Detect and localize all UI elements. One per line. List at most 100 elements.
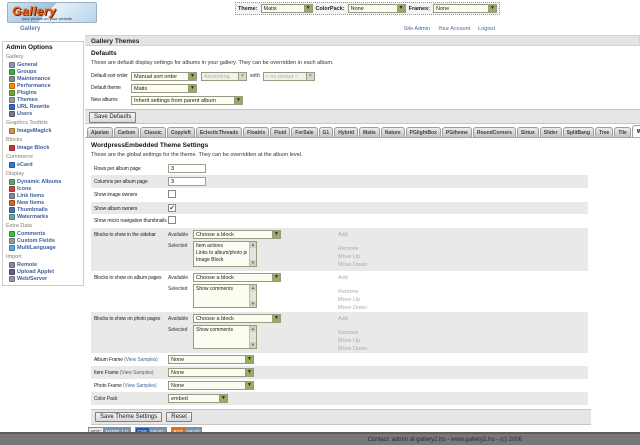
listbox-scrollbar[interactable]: ▲ ▼ bbox=[249, 285, 256, 307]
sidebar-item-watermarks[interactable]: Watermarks bbox=[6, 213, 81, 220]
user-link-site-admin[interactable]: Site Admin bbox=[403, 26, 430, 32]
scroll-up-icon[interactable]: ▲ bbox=[250, 285, 256, 291]
listbox-item[interactable]: Image Block bbox=[196, 257, 224, 263]
sidebar-item-groups[interactable]: Groups bbox=[6, 68, 81, 75]
listbox-scrollbar[interactable]: ▲ ▼ bbox=[249, 326, 256, 348]
sort-direction-select[interactable]: Ascending ▼ bbox=[201, 71, 247, 81]
sidebar-item-imagemagick[interactable]: ImageMagick bbox=[6, 127, 81, 134]
listbox-item[interactable]: Item actions bbox=[196, 243, 223, 249]
sidebar-item-maintenance[interactable]: Maintenance bbox=[6, 75, 81, 82]
scroll-down-icon[interactable]: ▼ bbox=[250, 301, 256, 307]
sidebar-item-general[interactable]: General bbox=[6, 61, 81, 68]
scroll-down-icon[interactable]: ▼ bbox=[250, 342, 256, 348]
move-down-link[interactable]: Move Down bbox=[338, 346, 368, 352]
view-samples-link[interactable]: (View Samples) bbox=[123, 383, 157, 389]
sidebar-item-themes[interactable]: Themes bbox=[6, 96, 81, 103]
sidebar-item-url-rewrite[interactable]: URL Rewrite bbox=[6, 103, 81, 110]
setting-select-album-frame[interactable]: None ▼ bbox=[168, 355, 254, 364]
save-theme-settings-button[interactable]: Save Theme Settings bbox=[95, 412, 163, 422]
setting-checkbox-show-micro-navigation-thumbnails[interactable] bbox=[168, 216, 176, 224]
tab-siriux[interactable]: Siriux bbox=[516, 127, 539, 137]
tab-g1[interactable]: G1 bbox=[318, 127, 334, 137]
sidebar-item-link-items[interactable]: Link Items bbox=[6, 192, 81, 199]
selected-blocks-listbox[interactable]: Show comments ▲ ▼ bbox=[193, 325, 257, 349]
sidebar-item-thumbnails[interactable]: Thumbnails bbox=[6, 206, 81, 213]
move-up-link[interactable]: Move Up bbox=[338, 297, 361, 303]
tab-tree[interactable]: Tree bbox=[595, 127, 614, 137]
scroll-up-icon[interactable]: ▲ bbox=[250, 242, 256, 248]
tab-tile[interactable]: Tile bbox=[614, 127, 631, 137]
choose-block-select[interactable]: Choose a block ▼ bbox=[193, 230, 281, 239]
sidebar-item-dynamic-albums[interactable]: Dynamic Albums bbox=[6, 178, 81, 185]
setting-input-columns-per-album-page[interactable] bbox=[168, 177, 206, 186]
remove-block-link[interactable]: Remove bbox=[338, 246, 359, 252]
sidebar-item-users[interactable]: Users bbox=[6, 110, 81, 117]
tab-carbon[interactable]: Carbon bbox=[113, 127, 140, 137]
user-link-your-account[interactable]: Your Account bbox=[437, 26, 471, 32]
setting-select-photo-frame[interactable]: None ▼ bbox=[168, 381, 254, 390]
sort-order-select[interactable]: Manual sort order ▼ bbox=[131, 71, 197, 81]
tab-hybrid[interactable]: Hybrid bbox=[334, 127, 359, 137]
tab-splitbang[interactable]: SplitBang bbox=[562, 127, 595, 137]
tab-floatrix[interactable]: Floatrix bbox=[243, 127, 270, 137]
remove-block-link[interactable]: Remove bbox=[338, 289, 359, 295]
sidebar-item-image-block[interactable]: Image Block bbox=[6, 144, 81, 151]
default-theme-select[interactable]: Matis ▼ bbox=[131, 83, 197, 93]
sidebar-item-new-items[interactable]: New Items bbox=[6, 199, 81, 206]
choose-block-select[interactable]: Choose a block ▼ bbox=[193, 314, 281, 323]
gallery-logo[interactable]: Gallery your photos on your website bbox=[7, 2, 97, 23]
sort-preset-select[interactable]: « no preset » ▼ bbox=[262, 71, 315, 81]
theme-select[interactable]: Matis ▼ bbox=[260, 4, 313, 13]
listbox-scrollbar[interactable]: ▲ ▼ bbox=[249, 242, 256, 266]
setting-select-color-pack[interactable]: embed ▼ bbox=[168, 394, 228, 403]
listbox-item[interactable]: Show comments bbox=[196, 286, 233, 292]
move-up-link[interactable]: Move Up bbox=[338, 254, 361, 260]
listbox-item[interactable]: Show comments bbox=[196, 327, 233, 333]
breadcrumb[interactable]: Gallery bbox=[20, 26, 41, 32]
selected-blocks-listbox[interactable]: Show comments ▲ ▼ bbox=[193, 284, 257, 308]
tab-forsale[interactable]: ForSale bbox=[291, 127, 318, 137]
sidebar-item-remote[interactable]: Remote bbox=[6, 261, 81, 268]
sidebar-item-plugins[interactable]: Plugins bbox=[6, 89, 81, 96]
setting-select-item-frame[interactable]: None ▼ bbox=[168, 368, 254, 377]
scroll-up-icon[interactable]: ▲ bbox=[250, 326, 256, 332]
setting-checkbox-show-image-owners[interactable] bbox=[168, 190, 176, 198]
listbox-item[interactable]: Links to album/photo peers bbox=[196, 250, 247, 256]
setting-input-rows-per-album-page[interactable] bbox=[168, 164, 206, 173]
setting-checkbox-show-album-owners[interactable]: ✔ bbox=[168, 204, 176, 212]
sidebar-item-comments[interactable]: Comments bbox=[6, 230, 81, 237]
view-samples-link[interactable]: (View Samples) bbox=[119, 370, 154, 376]
sidebar-item-web-server[interactable]: Web/Server bbox=[6, 275, 81, 282]
sidebar-item-multilanguage[interactable]: MultiLanguage bbox=[6, 244, 81, 251]
sidebar-item-icons[interactable]: Icons bbox=[6, 185, 81, 192]
save-defaults-button[interactable]: Save Defaults bbox=[89, 112, 137, 123]
add-block-link[interactable]: Add bbox=[338, 275, 348, 281]
tab-classic[interactable]: Classic bbox=[140, 127, 166, 137]
frames-select[interactable]: None ▼ bbox=[433, 4, 497, 13]
tab-pgtheme[interactable]: PGtheme bbox=[441, 127, 472, 137]
tab-matis[interactable]: Matis bbox=[359, 127, 380, 137]
sidebar-item-upload-applet[interactable]: Upload Applet bbox=[6, 268, 81, 275]
tab-copyleft[interactable]: Copyleft bbox=[166, 127, 195, 137]
tab-pglightbox[interactable]: PGlightBox bbox=[405, 127, 441, 137]
tab-fluid[interactable]: Fluid bbox=[270, 127, 291, 137]
choose-block-select[interactable]: Choose a block ▼ bbox=[193, 273, 281, 282]
sidebar-item-performance[interactable]: Performance bbox=[6, 82, 81, 89]
colorpack-select[interactable]: None ▼ bbox=[347, 4, 406, 13]
add-block-link[interactable]: Add bbox=[338, 316, 348, 322]
move-down-link[interactable]: Move Down bbox=[338, 262, 368, 268]
view-samples-link[interactable]: (View Samples) bbox=[124, 357, 158, 363]
move-up-link[interactable]: Move Up bbox=[338, 338, 361, 344]
move-down-link[interactable]: Move Down bbox=[338, 305, 368, 311]
user-link-logout[interactable]: Logout bbox=[478, 26, 495, 32]
tab-wordpressembedded[interactable]: WordpressEmbedded bbox=[631, 125, 640, 137]
reset-button[interactable]: Reset bbox=[166, 412, 192, 422]
scroll-down-icon[interactable]: ▼ bbox=[250, 260, 256, 266]
sidebar-item-ecard[interactable]: eCard bbox=[6, 161, 81, 168]
tab-ajaxian[interactable]: Ajaxian bbox=[87, 127, 113, 137]
add-block-link[interactable]: Add bbox=[338, 232, 348, 238]
remove-block-link[interactable]: Remove bbox=[338, 330, 359, 336]
tab-nature[interactable]: Nature bbox=[380, 127, 405, 137]
tab-roundcorners[interactable]: RoundCorners bbox=[472, 127, 516, 137]
